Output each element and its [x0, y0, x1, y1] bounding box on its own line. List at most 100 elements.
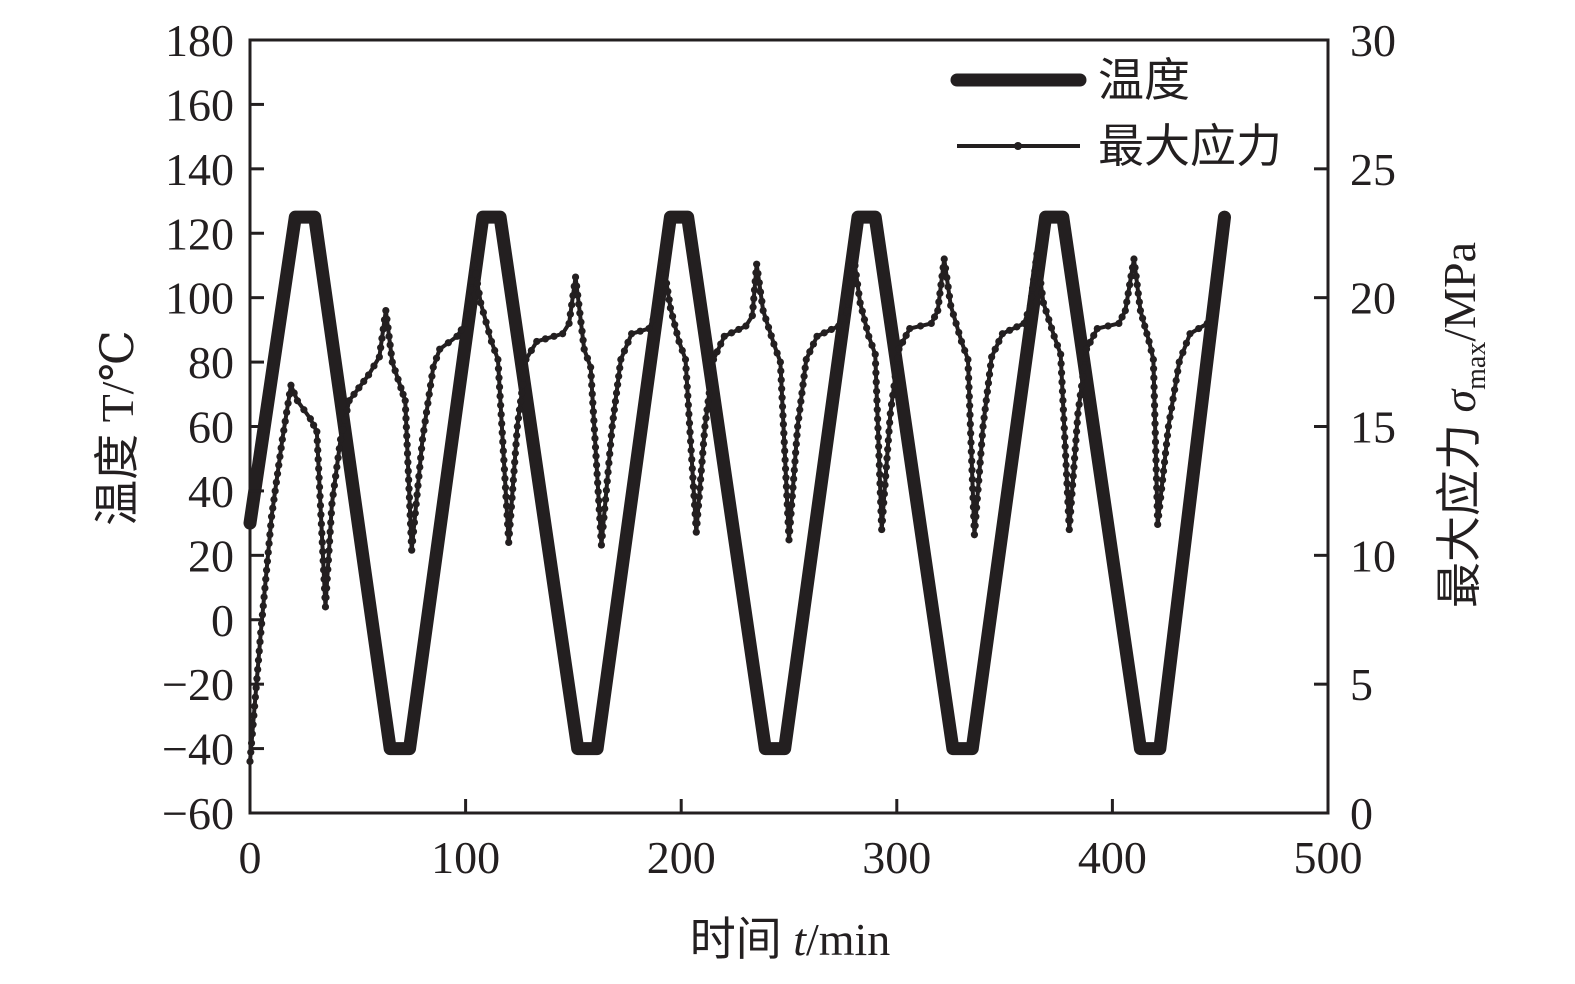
stress-data-point — [1186, 330, 1194, 338]
y-tick-label-right: 5 — [1350, 659, 1373, 710]
stress-data-point — [702, 414, 710, 422]
stress-data-point — [512, 440, 520, 448]
stress-data-point — [602, 486, 611, 494]
stress-data-point — [457, 326, 465, 334]
stress-data-point — [934, 306, 942, 315]
stress-data-point — [283, 408, 291, 416]
stress-data-point — [798, 389, 806, 397]
stress-data-point — [773, 349, 781, 357]
stress-data-point — [575, 300, 583, 308]
stress-data-point — [1158, 476, 1167, 484]
stress-data-point — [470, 260, 478, 268]
stress-data-point — [727, 329, 736, 337]
stress-data-point — [968, 466, 976, 474]
stress-data-point — [1061, 433, 1069, 441]
stress-data-point — [588, 381, 596, 389]
stress-data-point — [998, 330, 1007, 338]
stress-data-point — [325, 547, 333, 555]
stress-data-point — [589, 408, 597, 416]
stress-data-point — [750, 294, 758, 303]
stress-data-point — [979, 422, 987, 431]
stress-data-point — [789, 483, 797, 492]
stress-data-point — [257, 629, 265, 637]
stress-data-point — [324, 556, 332, 564]
stress-data-point — [593, 470, 601, 478]
stress-data-point — [891, 373, 899, 381]
stress-data-point — [846, 279, 855, 288]
x-tick-label: 300 — [862, 832, 931, 883]
stress-data-point — [620, 347, 629, 355]
stress-data-point — [604, 468, 612, 476]
stress-data-point — [323, 584, 331, 592]
stress-data-point — [778, 385, 786, 393]
stress-data-point — [327, 509, 335, 517]
stress-data-point — [688, 464, 696, 473]
stress-data-point — [876, 470, 884, 478]
stress-data-point — [1127, 272, 1135, 280]
stress-data-point — [1167, 404, 1176, 412]
stress-data-point — [779, 411, 787, 420]
stress-data-point — [692, 528, 700, 536]
stress-data-point — [1061, 442, 1069, 451]
stress-data-point — [668, 312, 677, 320]
stress-data-point — [253, 675, 261, 683]
y-tick-label-right: 10 — [1350, 530, 1396, 581]
stress-data-point — [871, 359, 880, 368]
stress-data-point — [1157, 485, 1166, 493]
stress-data-point — [1006, 326, 1014, 334]
stress-data-point — [385, 332, 393, 340]
stress-data-point — [405, 476, 413, 484]
stress-data-point — [262, 575, 270, 583]
stress-data-point — [465, 294, 473, 302]
stress-data-point — [290, 389, 298, 397]
stress-data-point — [972, 504, 981, 512]
y-tick-label-left: 100 — [165, 273, 234, 324]
stress-data-point — [1037, 279, 1045, 287]
stress-data-point — [820, 329, 828, 337]
stress-data-point — [498, 429, 506, 437]
stress-data-point — [850, 252, 858, 261]
stress-data-point — [565, 319, 573, 328]
stress-data-point — [251, 693, 259, 701]
stress-data-point — [660, 263, 668, 271]
stress-data-point — [335, 444, 343, 453]
stress-data-point — [708, 364, 717, 372]
stress-data-point — [329, 490, 337, 499]
stress-data-point — [533, 337, 541, 346]
stress-data-point — [506, 521, 514, 529]
stress-data-point — [827, 325, 836, 334]
stress-data-point — [944, 283, 952, 291]
stress-data-point — [799, 381, 807, 389]
stress-data-point — [267, 522, 275, 530]
stress-data-point — [952, 319, 960, 328]
stress-data-point — [370, 362, 378, 370]
stress-data-point — [1175, 358, 1183, 366]
stress-data-point — [875, 461, 883, 469]
stress-data-point — [250, 711, 258, 720]
stress-data-point — [401, 397, 409, 405]
stress-data-point — [936, 289, 944, 297]
stress-data-point — [875, 452, 883, 460]
stress-data-point — [426, 381, 435, 389]
stress-data-point — [1150, 401, 1159, 409]
stress-data-point — [1027, 293, 1036, 301]
stress-data-point — [1172, 376, 1180, 385]
stress-data-point — [764, 323, 773, 331]
stress-data-point — [263, 557, 272, 565]
stress-data-point — [683, 383, 691, 391]
stress-data-point — [971, 522, 979, 530]
stress-data-point — [688, 455, 696, 464]
stress-data-point — [698, 458, 706, 466]
stress-data-point — [884, 436, 892, 444]
stress-data-point — [513, 431, 521, 440]
stress-data-point — [750, 286, 759, 294]
y-tick-label-left: 160 — [165, 79, 234, 130]
stress-data-point — [519, 381, 527, 389]
stress-data-point — [687, 446, 695, 454]
stress-data-point — [801, 364, 809, 372]
stress-data-point — [595, 505, 603, 514]
stress-data-point — [410, 518, 418, 527]
stress-data-point — [267, 513, 276, 521]
stress-data-point — [497, 410, 505, 418]
